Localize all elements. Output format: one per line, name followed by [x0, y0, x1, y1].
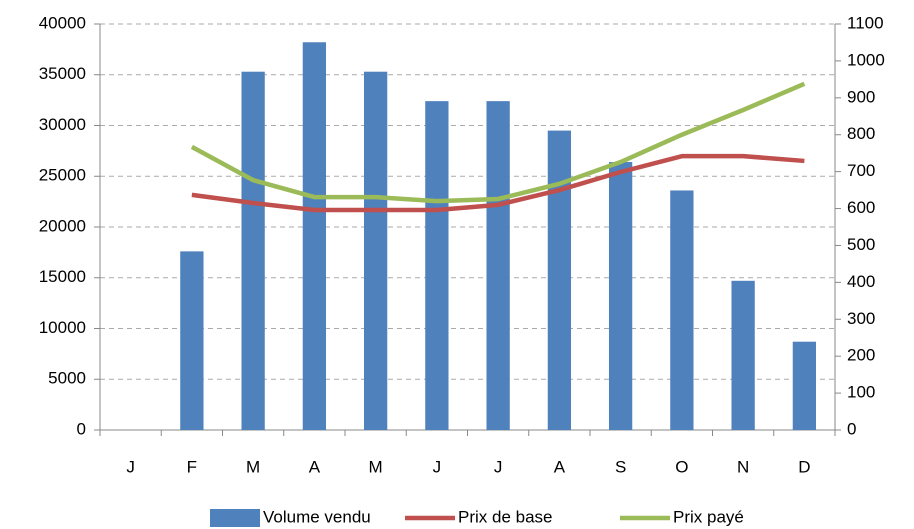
- bar: [363, 71, 388, 430]
- x-tick-label: J: [126, 457, 135, 476]
- y2-tick-label: 500: [847, 235, 875, 254]
- y2-tick-label: 200: [847, 346, 875, 365]
- x-tick-label: M: [246, 457, 260, 476]
- y-tick-label: 40000: [39, 13, 86, 32]
- x-tick-label: A: [554, 457, 566, 476]
- y2-tick-label: 700: [847, 161, 875, 180]
- y2-tick-label: 600: [847, 198, 875, 217]
- bar: [547, 130, 572, 430]
- bar: [731, 280, 755, 430]
- x-tick-label: A: [309, 457, 321, 476]
- x-tick-label: D: [798, 457, 810, 476]
- bar: [486, 101, 510, 430]
- y-tick-label: 15000: [39, 267, 86, 286]
- y-tick-label: 35000: [39, 64, 86, 83]
- line-series: [190, 81, 806, 204]
- x-tick-label: J: [494, 457, 503, 476]
- bar: [180, 251, 204, 430]
- y2-tick-label: 0: [847, 419, 856, 438]
- bar: [792, 341, 817, 430]
- y-tick-label: 20000: [39, 216, 86, 235]
- bar: [608, 162, 633, 431]
- x-tick-label: J: [433, 457, 442, 476]
- bar: [241, 71, 265, 430]
- y-tick-label: 0: [77, 419, 86, 438]
- bar: [302, 42, 327, 431]
- y2-tick-label: 1000: [847, 50, 885, 69]
- x-tick-label: N: [737, 457, 749, 476]
- y-tick-label: 10000: [39, 318, 86, 337]
- legend-swatch: [210, 509, 260, 527]
- y-tick-label: 25000: [39, 166, 86, 185]
- y2-tick-label: 900: [847, 87, 875, 106]
- y2-tick-label: 400: [847, 272, 875, 291]
- legend-label: Volume vendu: [263, 507, 371, 526]
- bar: [425, 101, 449, 430]
- line-series: [191, 153, 805, 213]
- x-tick-label: F: [187, 457, 197, 476]
- y2-tick-label: 100: [847, 383, 875, 402]
- y-tick-label: 30000: [39, 115, 86, 134]
- x-tick-label: S: [615, 457, 626, 476]
- bar: [670, 190, 694, 430]
- legend-label: Prix de base: [458, 507, 553, 526]
- y-tick-label: 5000: [48, 369, 86, 388]
- legend-label: Prix payé: [673, 507, 744, 526]
- y2-tick-label: 300: [847, 309, 875, 328]
- x-tick-label: M: [369, 457, 383, 476]
- y2-tick-label: 1100: [847, 13, 884, 32]
- y2-tick-label: 800: [847, 124, 875, 143]
- x-tick-label: O: [675, 457, 688, 476]
